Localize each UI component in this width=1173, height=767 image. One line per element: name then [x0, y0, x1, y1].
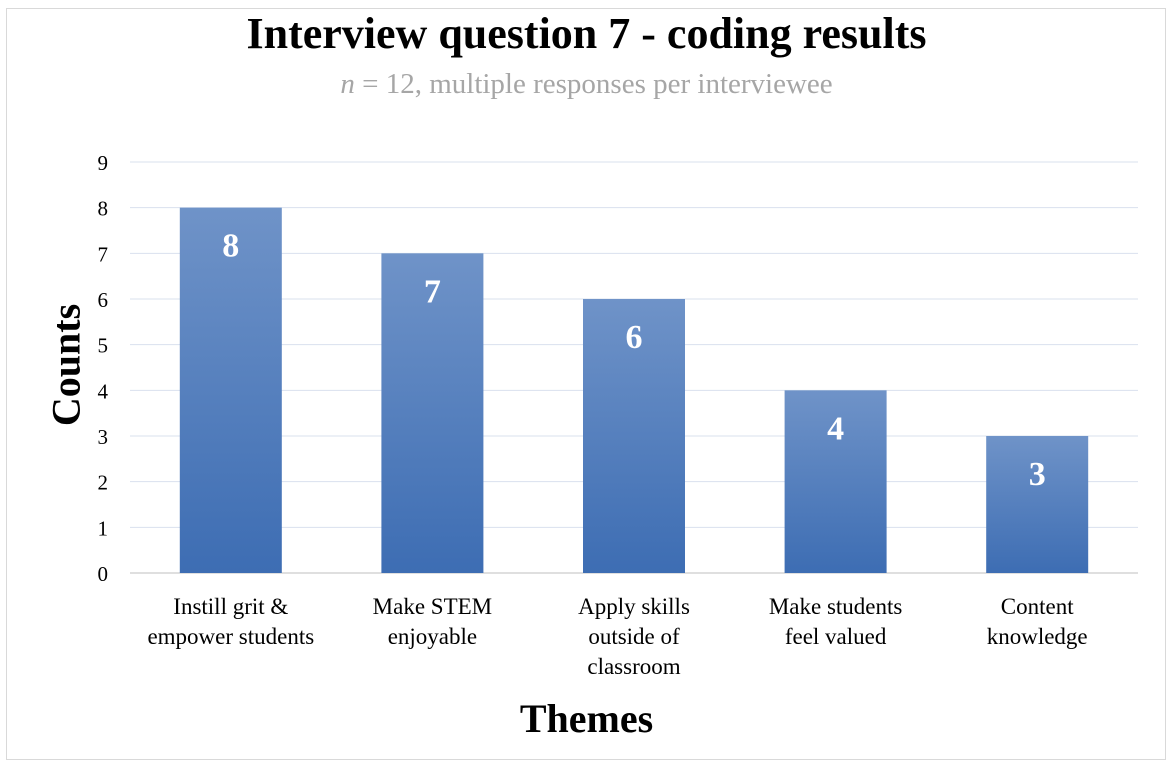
- y-tick-label: 0: [98, 562, 109, 586]
- x-category-label: Make STEM enjoyable: [372, 594, 493, 649]
- y-tick-label: 9: [98, 151, 109, 175]
- y-tick-label: 5: [98, 334, 109, 358]
- bar-data-label: 8: [222, 228, 239, 265]
- y-axis-label: Counts: [43, 303, 89, 427]
- bar-data-label: 7: [424, 273, 441, 310]
- chart-title: Interview question 7 - coding results: [246, 9, 927, 58]
- y-tick-label: 3: [98, 425, 109, 449]
- y-tick-label: 6: [98, 288, 109, 312]
- x-category-label: Instill grit & empower students: [147, 594, 315, 649]
- bar: [381, 253, 484, 574]
- x-category-label: Content knowledge: [986, 594, 1088, 649]
- x-category-label: Make students feel valued: [768, 594, 903, 649]
- bar: [784, 390, 887, 573]
- subtitle-n: n: [340, 68, 355, 100]
- bar-data-label: 6: [626, 319, 643, 356]
- bar: [179, 207, 282, 573]
- y-tick-label: 1: [98, 516, 109, 540]
- x-axis-label: Themes: [519, 696, 654, 741]
- y-tick-label: 2: [98, 471, 109, 495]
- y-tick-label: 8: [98, 197, 109, 221]
- chart-subtitle: n = 12, multiple responses per interview…: [0, 68, 1173, 101]
- y-tick-label: 4: [98, 379, 109, 403]
- subtitle-text: = 12, multiple responses per interviewee: [354, 68, 833, 100]
- bar-data-label: 4: [827, 410, 844, 447]
- bar-data-label: 3: [1029, 456, 1046, 493]
- x-category-label: Apply skills outside of classroom: [578, 594, 690, 679]
- bar: [986, 436, 1089, 573]
- bar: [583, 299, 685, 573]
- y-tick-label: 7: [98, 242, 109, 266]
